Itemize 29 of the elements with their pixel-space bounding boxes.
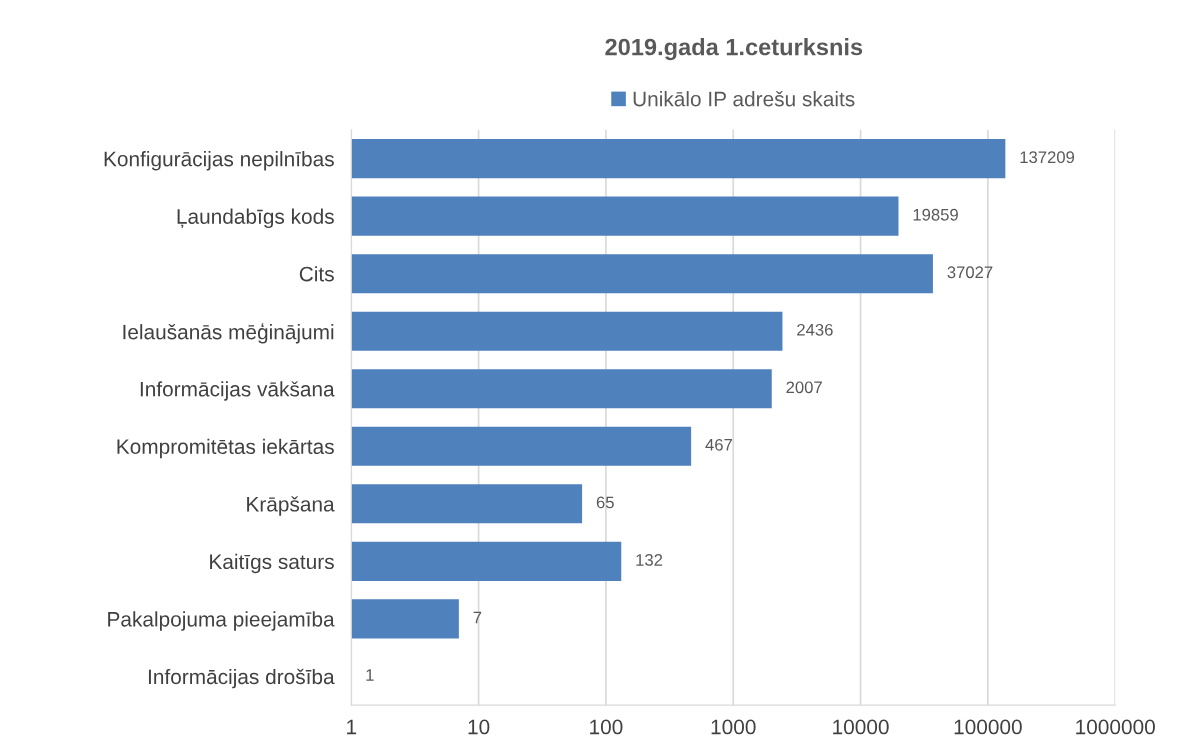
x-tick-label: 1 — [347, 719, 357, 735]
data-label: 2436 — [797, 323, 833, 336]
data-label: 19859 — [913, 208, 958, 221]
x-tick-label: 1000000 — [1076, 719, 1155, 735]
data-label: 132 — [636, 554, 663, 566]
data-label: 467 — [705, 438, 732, 451]
y-tick-label: Ļaundabīgs kods — [177, 208, 334, 229]
data-label: 7 — [473, 611, 482, 624]
y-tick-label: Kaitīgs saturs — [210, 553, 334, 574]
x-tick-label: 1000 — [711, 719, 756, 735]
y-tick-label: Pakalpojuma pieejamība — [108, 611, 335, 631]
data-label: 1 — [366, 669, 374, 681]
x-tick-label: 10000 — [833, 719, 889, 735]
y-tick-label: Informācijas vākšana — [140, 381, 335, 401]
legend-label: Unikālo IP adrešu skaits — [633, 91, 855, 107]
y-tick-label: Ielaušanās mēģinājumi — [123, 323, 334, 344]
data-label: 37027 — [947, 266, 993, 279]
chart-title: 2019.gada 1.ceturksnis — [605, 38, 863, 61]
y-tick-label: Krāpšana — [247, 496, 335, 516]
data-label: 65 — [596, 496, 614, 509]
data-label: 2007 — [786, 381, 822, 394]
data-label: 137209 — [1020, 151, 1075, 164]
x-tick-label: 100000 — [954, 719, 1022, 735]
y-tick-label: Kompromitētas iekārtas — [117, 438, 334, 459]
y-tick-label: Informācijas drošība — [148, 668, 335, 689]
x-tick-label: 10 — [468, 719, 490, 735]
y-tick-label: Cits — [299, 266, 334, 282]
x-tick-label: 100 — [590, 719, 623, 735]
y-tick-label: Konfigurācijas nepilnības — [104, 151, 334, 171]
